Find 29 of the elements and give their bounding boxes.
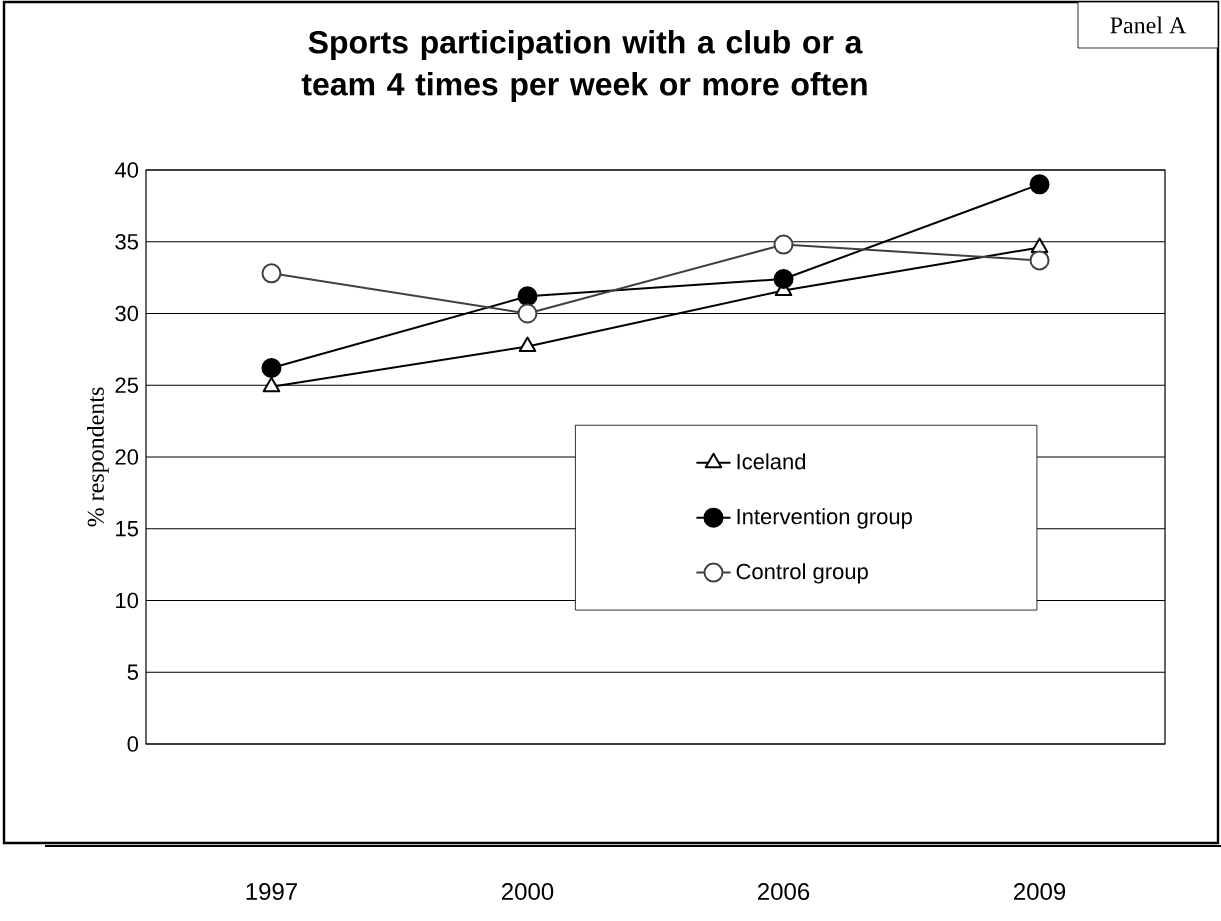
y-tick-label: 30 bbox=[115, 305, 139, 322]
legend-label: Intervention group bbox=[737, 508, 912, 529]
legend-label: Control group bbox=[736, 563, 868, 584]
x-tick-label: 2006 bbox=[758, 883, 810, 901]
chart-title: Sports participation with a club or a team 4 times per week or more often bbox=[301, 30, 867, 102]
y-tick-label: 25 bbox=[115, 377, 138, 394]
x-tick-label: 2009 bbox=[1014, 883, 1066, 901]
y-tick-label: 15 bbox=[116, 521, 138, 537]
y-tick-label: 5 bbox=[127, 664, 138, 680]
text: Panel A bbox=[1110, 16, 1187, 34]
point bbox=[517, 303, 538, 324]
point bbox=[773, 269, 794, 290]
point bbox=[1029, 250, 1050, 271]
point bbox=[518, 336, 537, 352]
y-tick-label: 35 bbox=[115, 233, 138, 250]
y-tick-label: 40 bbox=[114, 162, 139, 178]
point bbox=[773, 234, 794, 255]
point bbox=[262, 376, 281, 393]
y-tick-label: 10 bbox=[116, 592, 139, 609]
point bbox=[261, 358, 282, 379]
y-tick-label: 20 bbox=[115, 449, 139, 465]
x-tick-label: 1997 bbox=[246, 883, 297, 901]
y-axis-title: % respondents bbox=[86, 387, 109, 527]
point bbox=[517, 286, 538, 307]
y-tick-label: 0 bbox=[127, 736, 139, 752]
point bbox=[1029, 174, 1050, 195]
x-tick-label: 2000 bbox=[501, 883, 554, 901]
point bbox=[261, 263, 282, 284]
legend-label: Iceland bbox=[737, 453, 806, 470]
